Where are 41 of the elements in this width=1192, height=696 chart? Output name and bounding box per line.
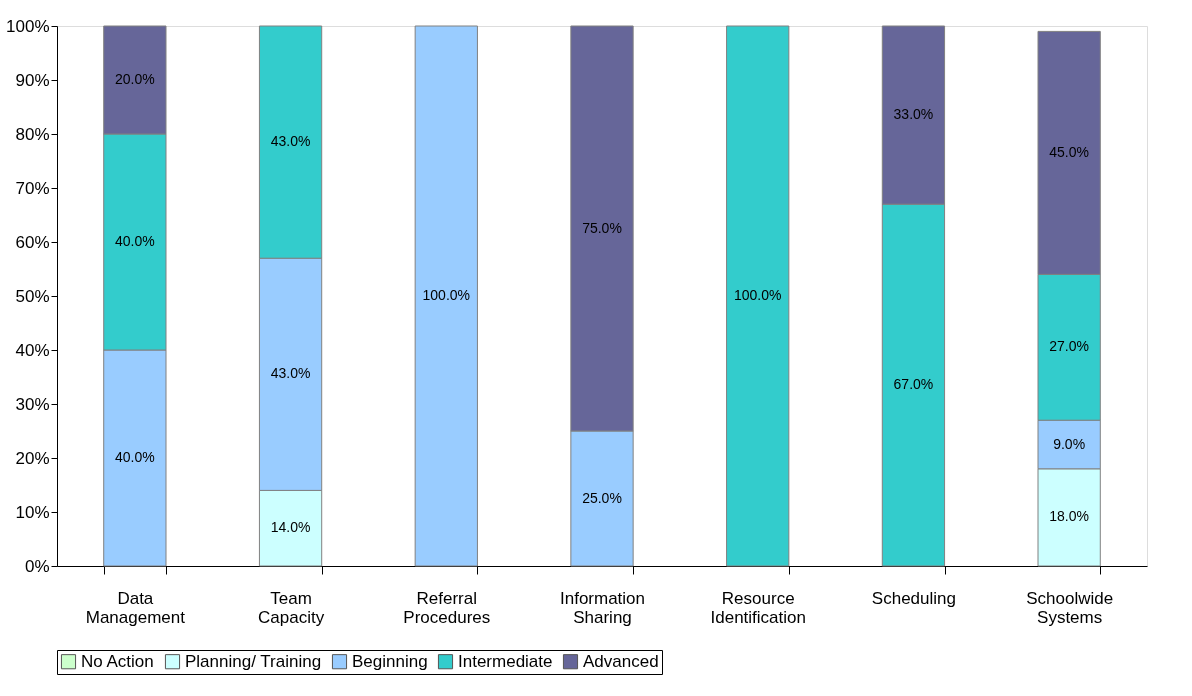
x-tick-label: Schoolwide Systems [1026,588,1114,627]
data-label: 40.0% [115,449,155,465]
x-tick-label: Information Sharing [559,588,646,627]
data-label: 67.0% [893,376,934,393]
legend-label: Planning/ Training [185,651,322,671]
data-label: 14.0% [270,519,311,536]
legend-label: No Action [81,651,154,671]
y-tick-label: 100% [6,16,50,36]
y-tick-label: 10% [15,502,50,522]
x-tick-label: Data Management [85,588,186,627]
y-tick-label: 0% [24,556,50,576]
data-label: 43.0% [270,133,311,150]
legend-label: Advanced [583,651,659,671]
y-tick-label: 30% [15,394,50,414]
x-tick-label: Team Capacity [258,588,325,627]
x-tick-label: Resource Identification [710,588,806,627]
data-label: 25.0% [582,489,622,506]
data-label: 75.0% [582,219,622,236]
bar [414,25,478,567]
y-tick-label: 60% [15,232,50,252]
data-label: 20.0% [115,71,155,87]
data-label: 33.0% [893,106,934,123]
data-label: 45.0% [1049,143,1089,160]
data-label: 43.0% [270,365,311,382]
data-label: 40.0% [115,233,155,249]
y-tick-label: 20% [15,448,50,468]
data-label: 100.0% [733,287,782,303]
y-tick-label: 50% [15,286,50,306]
data-label: 100.0% [422,287,471,303]
y-tick-label: 80% [15,124,50,144]
legend-label: Beginning [352,651,428,671]
data-label: 27.0% [1049,338,1089,355]
x-tick-label: Referral Procedures [403,588,491,627]
data-label: 9.0% [1053,435,1086,452]
legend-label: Intermediate [458,651,553,671]
y-tick-label: 40% [15,340,50,360]
x-tick-label: Scheduling [871,588,956,608]
bar [726,25,790,567]
data-label: 18.0% [1049,508,1089,525]
y-tick-label: 70% [15,178,50,198]
y-tick-label: 90% [15,70,50,90]
